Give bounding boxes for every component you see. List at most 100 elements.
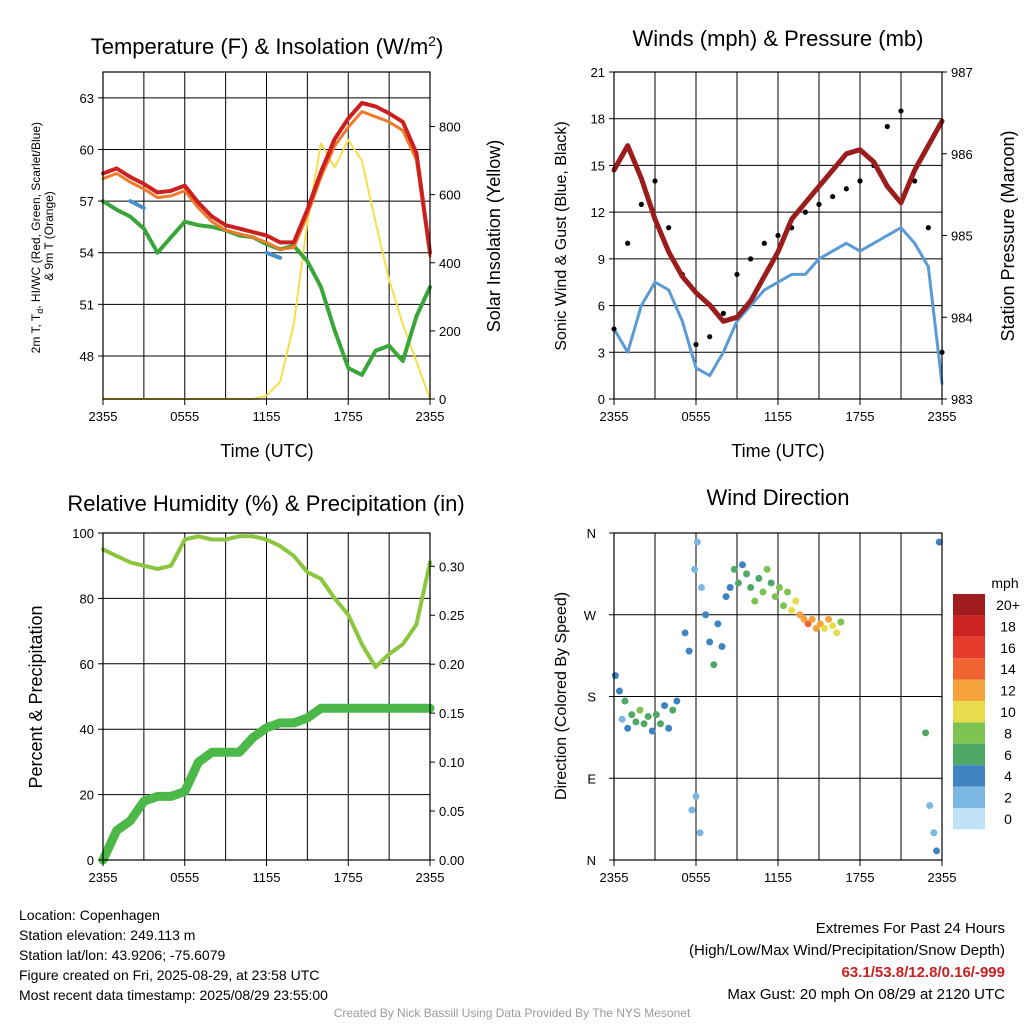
direction-point xyxy=(743,570,751,578)
direction-point xyxy=(615,687,623,695)
direction-tick-label: N xyxy=(587,526,596,541)
series-hi-wc xyxy=(128,199,283,260)
y2-tick-label: 800 xyxy=(439,120,461,135)
x-tick-label: 2355 xyxy=(600,409,629,424)
winds-grid xyxy=(614,71,942,400)
direction-tick-label: S xyxy=(587,690,596,705)
direction-point xyxy=(759,588,767,596)
direction-point xyxy=(702,611,710,619)
direction-point xyxy=(665,724,673,732)
temperature-axes: 2355 0555 1155 1755 2355 48 51 54 57 60 63 0 200 400 6… xyxy=(80,71,461,424)
direction-point xyxy=(656,720,664,728)
station-info: Location: Copenhagen Station elevation: … xyxy=(19,905,328,1005)
y2-tick-label: 986 xyxy=(951,147,973,162)
direction-point xyxy=(775,584,783,591)
direction-point xyxy=(697,584,705,591)
y-tick-label: 21 xyxy=(591,65,605,80)
wind-direction-panel: Wind Direction 2355 0555 1155 1755 2355 N E S W N… xyxy=(553,485,1020,885)
direction-point xyxy=(796,611,804,619)
gust-point xyxy=(898,108,904,114)
humidity-grid xyxy=(103,532,430,861)
y2-tick-label: 0.10 xyxy=(439,755,464,770)
y-tick-label: 20 xyxy=(80,788,94,803)
plot-frame xyxy=(102,71,431,400)
direction-point xyxy=(829,622,837,630)
gust-point xyxy=(802,209,808,215)
direction-point xyxy=(771,593,779,601)
legend-label: 14 xyxy=(1000,661,1016,677)
direction-point xyxy=(730,565,738,573)
direction-point xyxy=(779,602,787,610)
direction-plot-area xyxy=(611,538,943,855)
legend-label: 16 xyxy=(1000,640,1016,656)
gust-point xyxy=(707,334,713,340)
x-tick-label: 2355 xyxy=(416,870,445,885)
direction-point xyxy=(726,584,734,591)
y-tick-label: 80 xyxy=(80,591,94,606)
extremes-info: Extremes For Past 24 Hours (High/Low/Max… xyxy=(689,918,1005,1006)
direction-point xyxy=(718,643,726,651)
direction-grid xyxy=(614,532,942,861)
y2-tick-label: 0.25 xyxy=(439,608,464,623)
humidity-plot-area xyxy=(98,534,435,865)
direction-point xyxy=(691,565,699,573)
direction-axes: 2355 0555 1155 1755 2355 N E S W N xyxy=(584,526,957,885)
direction-point xyxy=(734,579,742,587)
y2-tick-label: 987 xyxy=(951,65,973,80)
direction-point xyxy=(618,715,626,723)
gust-point xyxy=(625,240,631,246)
speed-color-legend: mph 20+ 18 16 14 12 10 8 6 4 2 0 xyxy=(953,575,1020,830)
x-tick-label: 0555 xyxy=(682,870,711,885)
legend-swatch xyxy=(953,658,985,680)
x-tick-label: 1155 xyxy=(253,870,281,885)
y2-tick-label: 600 xyxy=(439,188,461,203)
temperature-x-axis-label: Time (UTC) xyxy=(220,441,313,461)
extremes-subheading: (High/Low/Max Wind/Precipitation/Snow De… xyxy=(689,942,1005,959)
direction-point xyxy=(621,697,629,705)
direction-point xyxy=(751,597,759,605)
y-tick-label: 0 xyxy=(598,392,605,407)
direction-point xyxy=(652,711,660,719)
direction-point xyxy=(792,597,800,605)
station-location: Location: Copenhagen xyxy=(19,907,160,923)
x-tick-label: 1755 xyxy=(846,409,875,424)
legend-label: 20+ xyxy=(996,597,1020,613)
legend-label: 8 xyxy=(1004,725,1012,741)
y-tick-label: 60 xyxy=(80,142,94,157)
direction-point xyxy=(644,712,652,720)
direction-tick-label: W xyxy=(584,608,597,623)
extremes-values: 63.1/53.8/12.8/0.16/-999 xyxy=(841,964,1005,981)
x-tick-label: 0555 xyxy=(170,870,199,885)
legend-label: 2 xyxy=(1004,790,1012,806)
series-sonic-wind xyxy=(612,226,944,385)
legend-swatch xyxy=(953,722,985,744)
y2-tick-label: 400 xyxy=(439,256,461,271)
gust-point xyxy=(775,232,781,239)
direction-point xyxy=(714,620,722,628)
x-tick-label: 2355 xyxy=(416,409,445,424)
x-tick-label: 0555 xyxy=(682,409,711,424)
direction-point xyxy=(825,615,833,623)
x-tick-label: 1755 xyxy=(334,409,363,424)
x-tick-label: 2355 xyxy=(928,409,957,424)
credit-line: Created By Nick Bassill Using Data Provi… xyxy=(333,1006,691,1020)
direction-point xyxy=(788,606,796,614)
direction-point xyxy=(812,624,820,632)
direction-point xyxy=(816,620,824,628)
y2-tick-label: 0.15 xyxy=(439,706,464,721)
x-tick-label: 2355 xyxy=(89,870,118,885)
y2-tick-label: 0.30 xyxy=(439,559,464,574)
legend-swatch xyxy=(953,615,985,637)
y-tick-label: 15 xyxy=(591,158,605,173)
direction-y-axis-label: Direction (Colored By Speed) xyxy=(553,592,570,800)
legend-swatch xyxy=(953,701,985,723)
x-tick-label: 1755 xyxy=(334,870,363,885)
direction-point xyxy=(693,538,701,546)
direction-point xyxy=(710,661,718,669)
direction-point xyxy=(930,829,938,837)
gust-point xyxy=(734,271,740,278)
temperature-panel-title: Temperature (F) & Insolation (W/m2) xyxy=(91,33,444,59)
gust-point xyxy=(666,225,672,231)
direction-point xyxy=(628,711,636,719)
y2-tick-label: 0.05 xyxy=(439,804,464,819)
